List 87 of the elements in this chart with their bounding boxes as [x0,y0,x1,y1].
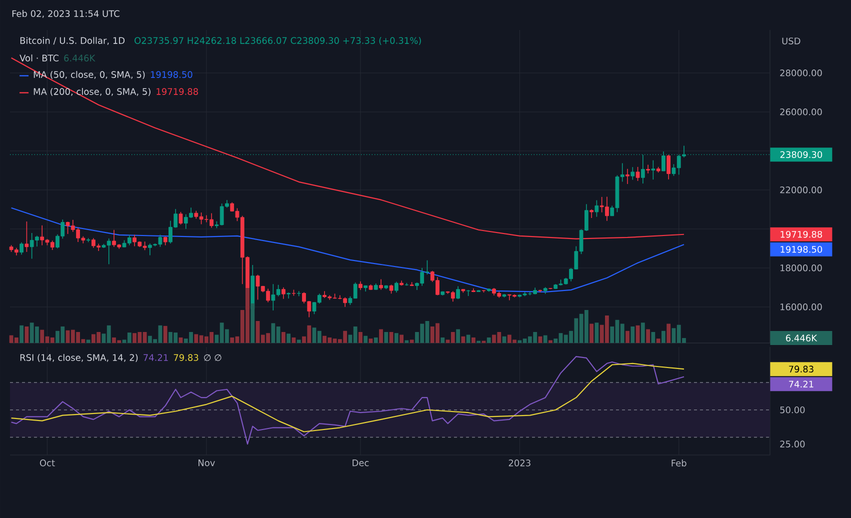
bar [472,337,476,343]
bar [20,325,24,343]
bar [594,322,599,343]
candlestick [296,290,301,297]
text: 74.21 [789,380,814,388]
bar [282,332,286,343]
text: 6.446K [64,54,96,62]
y-tick-label: 16000.00 [780,304,822,310]
text: 6.446K [786,334,818,342]
candlestick [594,200,599,218]
x-tick-label: Feb [672,460,686,466]
text: O23735.97 H24262.18 L23666.07 C23809.30 +73.33 (+0.31%) [134,36,421,46]
candlestick [636,166,640,182]
annotation: 19719.88 [156,88,198,95]
ref-line-label: 23809.30 [780,151,822,158]
bar [646,329,650,343]
bar [456,329,460,343]
bar [24,326,29,343]
bar [364,336,368,343]
bar [379,329,383,343]
candlestick [394,281,398,293]
text: Feb 02, 2023 11:54 UTC [12,10,120,18]
line-series [10,207,685,292]
y-axis-title: USD [782,38,800,44]
text: 79.83 [789,366,814,372]
bar [296,340,301,343]
y-tick-label: 28000.00 [780,69,822,76]
candlestick [626,168,630,184]
candlestick [640,154,645,184]
x-tick-label: 2023 [508,460,530,466]
bar [384,332,388,343]
bar [292,337,296,343]
x-tick-label: Oct [40,460,55,466]
bar [486,337,491,343]
candlestick [178,212,183,226]
y-tick-label: 50.00 [780,406,805,414]
bar [630,326,635,343]
candlestick [24,221,29,252]
bar [394,333,398,343]
y-tick-label: 26000.00 [780,108,822,116]
chart-title: Vol · BTC [20,54,59,62]
candlestick [651,160,656,180]
text: 19198.50 [780,246,822,253]
candlestick [646,164,650,174]
candlestick [286,292,291,299]
annotation: 74.21 [144,354,168,361]
bar [543,335,548,343]
y-tick-label: 18000.00 [780,264,822,272]
bar [358,332,362,343]
x-tick-label: Dec [352,460,369,466]
bar [178,337,183,343]
annotation: 19198.50 [150,71,192,78]
bar [86,340,90,343]
bar [656,338,660,343]
candlestick [20,242,24,256]
bar [400,334,404,343]
bar [389,332,394,343]
annotation: 79.83 [174,354,198,361]
bar [440,337,445,343]
bar [163,326,168,343]
bar [461,336,466,343]
candlestick [456,286,460,300]
bar [662,330,666,343]
bar [286,334,291,343]
bar [666,324,671,343]
candlestick [666,154,671,180]
x-tick-label: Nov [198,460,215,466]
candlestick [630,166,635,180]
bar [368,338,373,343]
bar [640,322,645,343]
bar [590,324,594,343]
annotation: ∅ ∅ [204,354,222,361]
bar [466,334,470,343]
y-tick-label: 25.00 [780,440,805,448]
bar [651,332,656,343]
candlestick [379,278,383,290]
text: 19719.88 [780,230,822,238]
text: RSI (14, close, SMA, 14, 2) [20,354,138,362]
text: Bitcoin / U.S. Dollar, 1D [20,36,125,45]
bar [548,340,552,343]
bar [626,330,630,343]
y-tick-label: 22000.00 [780,186,822,194]
candlestick [282,287,286,300]
bar [374,337,378,343]
bar [404,340,409,343]
bar [410,340,414,343]
legend-label: MA (200, close, 0, SMA, 5) [34,88,150,96]
